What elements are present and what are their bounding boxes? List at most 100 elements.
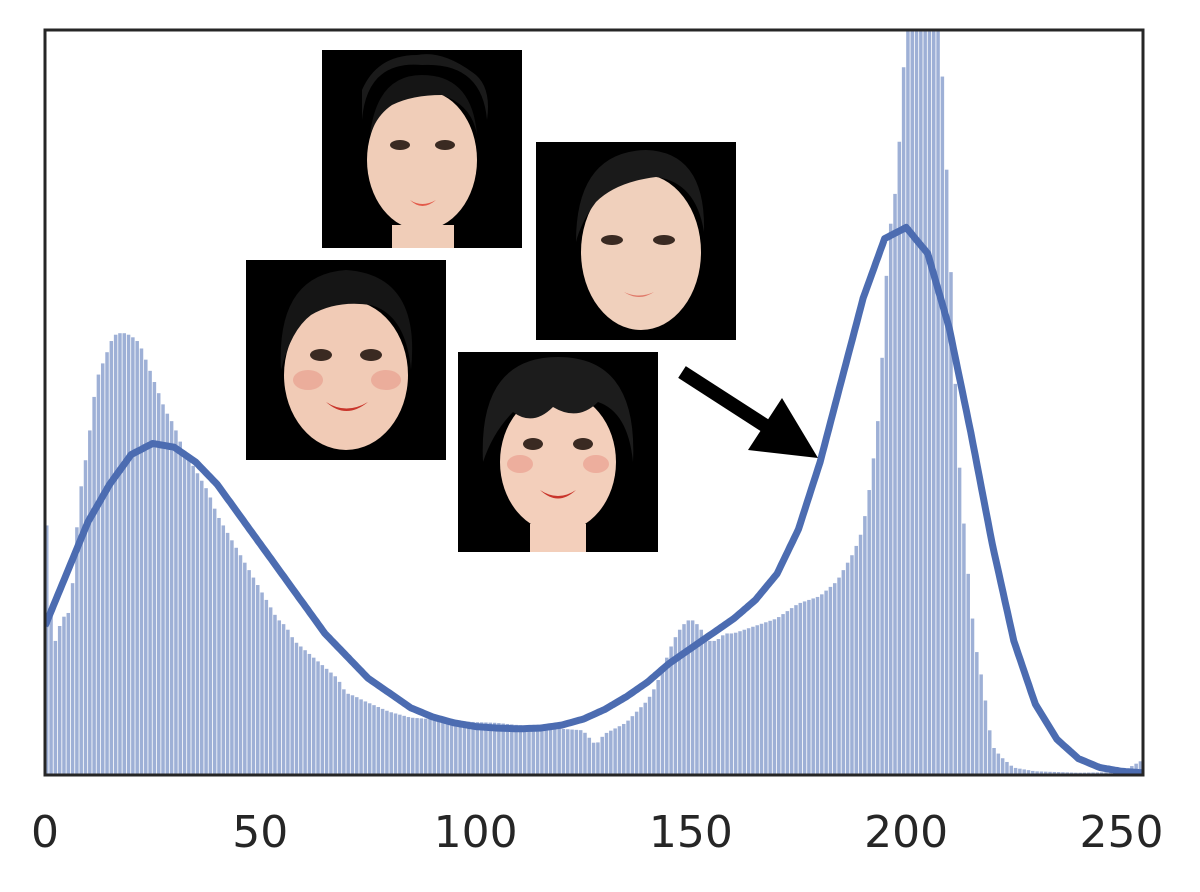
histogram-bar bbox=[553, 728, 557, 775]
histogram-bar bbox=[187, 458, 191, 775]
histogram-bar bbox=[854, 545, 859, 775]
histogram-bar bbox=[540, 726, 544, 775]
histogram-bar bbox=[987, 730, 992, 775]
histogram-bar bbox=[277, 620, 282, 775]
histogram-bar bbox=[268, 607, 273, 775]
histogram-bar bbox=[178, 441, 182, 775]
histogram-bar bbox=[100, 363, 105, 775]
histogram-bar bbox=[501, 723, 505, 775]
histogram-bar bbox=[492, 722, 497, 775]
histogram-bar bbox=[626, 720, 630, 775]
histogram-bar bbox=[109, 341, 114, 775]
histogram-bar bbox=[62, 616, 66, 775]
histogram-bar bbox=[979, 674, 983, 775]
histogram-bar bbox=[238, 555, 243, 775]
histogram-bar bbox=[686, 620, 691, 775]
histogram-bar bbox=[432, 719, 437, 775]
histogram-bar bbox=[423, 718, 428, 775]
histogram-bar bbox=[135, 341, 139, 775]
histogram-bar bbox=[385, 710, 389, 775]
histogram-bar bbox=[811, 598, 815, 775]
face-thumbnail-1 bbox=[322, 50, 522, 248]
histogram-bar bbox=[716, 639, 721, 775]
histogram-bars bbox=[45, 30, 1143, 775]
histogram-bar bbox=[1031, 770, 1035, 775]
histogram-bar bbox=[363, 701, 368, 775]
histogram-bar bbox=[174, 430, 178, 775]
histogram-bar bbox=[105, 352, 109, 775]
histogram-bar bbox=[208, 497, 213, 775]
histogram-bar bbox=[634, 711, 639, 775]
histogram-bar bbox=[992, 747, 996, 775]
histogram-bar bbox=[876, 421, 880, 775]
histogram-bar bbox=[286, 629, 290, 775]
histogram-bar bbox=[122, 333, 127, 775]
histogram-bar bbox=[169, 421, 174, 775]
histogram-bar bbox=[182, 450, 187, 775]
histogram-bar bbox=[656, 680, 660, 775]
histogram-bar bbox=[682, 624, 686, 775]
histogram-bar bbox=[721, 635, 725, 775]
histogram-bar bbox=[195, 473, 200, 775]
histogram-bar bbox=[144, 359, 148, 775]
histogram-bar bbox=[225, 532, 230, 775]
histogram-bar bbox=[436, 719, 441, 775]
histogram-bar bbox=[393, 713, 398, 775]
histogram-bar bbox=[665, 657, 669, 775]
histogram-bar bbox=[673, 637, 678, 775]
x-tick-label: 0 bbox=[31, 807, 59, 858]
histogram-bar bbox=[1005, 761, 1009, 775]
x-tick-label: 50 bbox=[232, 807, 288, 858]
histogram-bar bbox=[777, 617, 781, 775]
histogram-bar bbox=[350, 695, 355, 775]
histogram-bar bbox=[910, 30, 914, 775]
histogram-bar bbox=[299, 646, 303, 775]
histogram-bar bbox=[703, 637, 708, 775]
histogram-bar bbox=[652, 689, 656, 775]
histogram-bar bbox=[1138, 761, 1143, 775]
histogram-bar bbox=[428, 718, 432, 775]
histogram-bar bbox=[497, 723, 501, 775]
histogram-bar bbox=[983, 700, 988, 775]
histogram-bar bbox=[828, 586, 833, 775]
histogram-bar bbox=[733, 632, 738, 775]
histogram-bar bbox=[221, 525, 226, 775]
histogram-bar bbox=[884, 275, 889, 775]
histogram-bar bbox=[204, 488, 208, 775]
histogram-bar bbox=[794, 605, 798, 775]
histogram-bar bbox=[255, 585, 260, 775]
histogram-bar bbox=[380, 708, 385, 775]
histogram-bar bbox=[454, 720, 458, 775]
histogram-bar bbox=[75, 527, 79, 775]
histogram-bar bbox=[462, 721, 467, 775]
histogram-bar bbox=[1039, 771, 1044, 775]
histogram-bar bbox=[936, 30, 940, 775]
histogram-bar bbox=[867, 490, 871, 775]
histogram-bar bbox=[49, 607, 53, 775]
histogram-bar bbox=[845, 562, 850, 775]
histogram-bar bbox=[807, 599, 811, 775]
histogram-bar bbox=[458, 721, 462, 775]
histogram-bar bbox=[919, 30, 923, 775]
histogram-bar bbox=[402, 715, 406, 775]
histogram-bar bbox=[1000, 758, 1005, 775]
histogram-bar bbox=[768, 620, 772, 775]
histogram-bar bbox=[600, 736, 604, 775]
histogram-bar bbox=[311, 657, 316, 775]
histogram-bar bbox=[677, 629, 682, 775]
histogram-bar bbox=[893, 193, 897, 775]
histogram-bar bbox=[561, 728, 566, 775]
histogram-bar bbox=[949, 272, 953, 775]
histogram-bar bbox=[53, 640, 58, 775]
histogram-bar bbox=[858, 534, 863, 775]
histogram-bar bbox=[389, 712, 393, 775]
histogram-bar bbox=[962, 523, 966, 775]
histogram-bar bbox=[479, 722, 484, 775]
histogram-bar bbox=[557, 728, 561, 775]
histogram-bar bbox=[92, 396, 96, 775]
histogram-bar bbox=[966, 573, 970, 775]
histogram-bar bbox=[1018, 768, 1022, 775]
histogram-bar bbox=[802, 601, 807, 775]
histogram-bar bbox=[324, 668, 329, 775]
histogram-bar bbox=[772, 619, 777, 775]
